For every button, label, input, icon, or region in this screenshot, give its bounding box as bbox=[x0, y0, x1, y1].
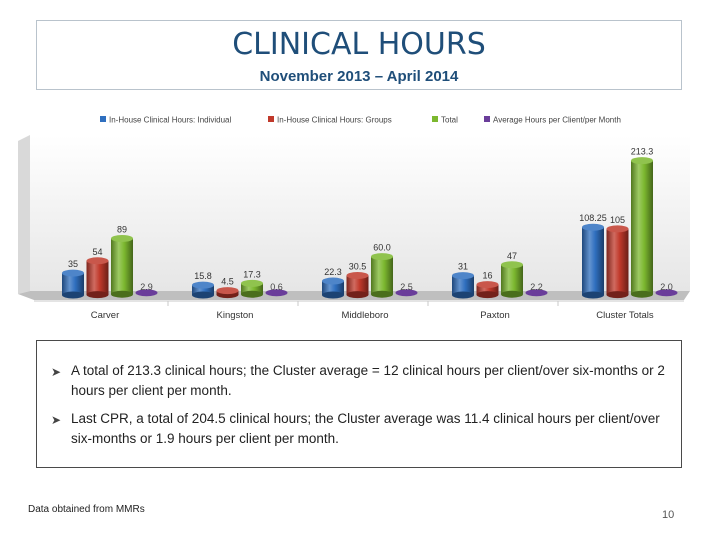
data-label: 54 bbox=[92, 247, 102, 257]
slide-title: CLINICAL HOURS bbox=[232, 27, 486, 62]
title-box: CLINICAL HOURS November 2013 – April 201… bbox=[36, 20, 682, 90]
bar bbox=[606, 228, 629, 295]
bar-base bbox=[371, 290, 393, 298]
data-label: 31 bbox=[458, 262, 468, 272]
bar bbox=[192, 285, 214, 295]
bar-top bbox=[192, 281, 214, 289]
bar-top bbox=[241, 279, 263, 287]
bar bbox=[452, 275, 474, 295]
legend-swatch bbox=[268, 116, 274, 122]
data-label: 4.5 bbox=[221, 277, 234, 287]
bar bbox=[501, 264, 523, 295]
bar bbox=[631, 160, 653, 295]
category-label: Cluster Totals bbox=[596, 310, 654, 321]
bar-base bbox=[452, 291, 474, 299]
data-label: 16 bbox=[482, 271, 492, 281]
legend-label: Total bbox=[441, 116, 458, 125]
data-label: 0.6 bbox=[270, 282, 283, 292]
data-label: 2.5 bbox=[400, 282, 413, 292]
legend-label: In-House Clinical Hours: Individual bbox=[109, 116, 232, 125]
bar-series-avg bbox=[265, 289, 288, 297]
bar-series-avg bbox=[395, 289, 418, 297]
bar-top bbox=[111, 234, 133, 242]
source-footnote: Data obtained from MMRs bbox=[28, 504, 145, 515]
data-label: 47 bbox=[507, 251, 517, 261]
bar bbox=[241, 283, 263, 295]
data-label: 30.5 bbox=[349, 262, 367, 272]
side-wall bbox=[18, 135, 30, 294]
bar bbox=[322, 281, 344, 295]
legend-swatch bbox=[484, 116, 490, 122]
data-label: 60.0 bbox=[373, 243, 391, 253]
data-label: 2.9 bbox=[140, 282, 153, 292]
bar bbox=[371, 256, 393, 295]
data-label: 2.2 bbox=[530, 282, 543, 292]
arrow-bullet-icon: ➤ bbox=[51, 365, 62, 379]
bar-top bbox=[476, 281, 499, 289]
page-number: 10 bbox=[662, 509, 675, 521]
data-label: 35 bbox=[68, 259, 78, 269]
slide-subtitle: November 2013 – April 2014 bbox=[259, 68, 459, 85]
data-label: 2.0 bbox=[660, 282, 673, 292]
data-label: 108.25 bbox=[579, 213, 607, 223]
bar-series-avg bbox=[135, 289, 158, 297]
bar-chart: In-House Clinical Hours: Individual In-Ho… bbox=[18, 116, 690, 321]
data-label: 15.8 bbox=[194, 271, 212, 281]
category-label: Kingston bbox=[217, 310, 254, 321]
bar-top bbox=[346, 272, 369, 280]
data-label: 105 bbox=[610, 215, 625, 225]
legend-label: Average Hours per Client/per Month bbox=[493, 116, 621, 125]
bullet-text: A total of 213.3 clinical hours; the Clu… bbox=[71, 363, 665, 398]
bar-top bbox=[322, 277, 344, 285]
bar-top bbox=[631, 157, 653, 165]
bar-base bbox=[582, 291, 604, 299]
bullet-item: ➤ Last CPR, a total of 204.5 clinical ho… bbox=[51, 409, 671, 449]
bar-top bbox=[371, 253, 393, 261]
bar-base bbox=[501, 290, 523, 298]
bullets-box: ➤ A total of 213.3 clinical hours; the C… bbox=[36, 340, 682, 468]
bar-base bbox=[62, 291, 84, 299]
bar-top bbox=[452, 272, 474, 280]
bar-top bbox=[216, 287, 239, 295]
back-wall bbox=[30, 135, 690, 291]
legend-swatch bbox=[432, 116, 438, 122]
bar-top bbox=[62, 269, 84, 277]
bar bbox=[62, 273, 84, 295]
data-label: 89 bbox=[117, 224, 127, 234]
bar bbox=[582, 227, 604, 295]
data-label: 17.3 bbox=[243, 269, 261, 279]
category-label: Carver bbox=[91, 310, 120, 321]
data-label: 213.3 bbox=[631, 147, 654, 157]
bar-top bbox=[501, 261, 523, 269]
bar-base bbox=[606, 291, 629, 299]
bar-base bbox=[111, 290, 133, 298]
bar-top bbox=[86, 257, 109, 265]
bullet-item: ➤ A total of 213.3 clinical hours; the C… bbox=[51, 361, 671, 401]
bar-base bbox=[346, 291, 369, 299]
bar bbox=[476, 284, 499, 295]
bar-base bbox=[241, 290, 263, 298]
bar-base bbox=[192, 291, 214, 299]
bar-base bbox=[631, 290, 653, 298]
bullet-text: Last CPR, a total of 204.5 clinical hour… bbox=[71, 411, 660, 446]
bar bbox=[346, 275, 369, 295]
bar-top bbox=[606, 225, 629, 233]
legend-swatch bbox=[100, 116, 106, 122]
bar bbox=[86, 260, 109, 295]
bar-series-avg bbox=[525, 289, 548, 297]
bar-series-avg bbox=[655, 289, 678, 297]
bar bbox=[111, 238, 133, 295]
arrow-bullet-icon: ➤ bbox=[51, 413, 62, 427]
legend-label: In-House Clinical Hours: Groups bbox=[277, 116, 392, 125]
bar-base bbox=[86, 291, 109, 299]
bar-base bbox=[476, 291, 499, 299]
data-label: 22.3 bbox=[324, 267, 342, 277]
category-label: Middleboro bbox=[342, 310, 389, 321]
category-label: Paxton bbox=[480, 310, 510, 321]
bar-base bbox=[322, 291, 344, 299]
bar-top bbox=[582, 223, 604, 231]
